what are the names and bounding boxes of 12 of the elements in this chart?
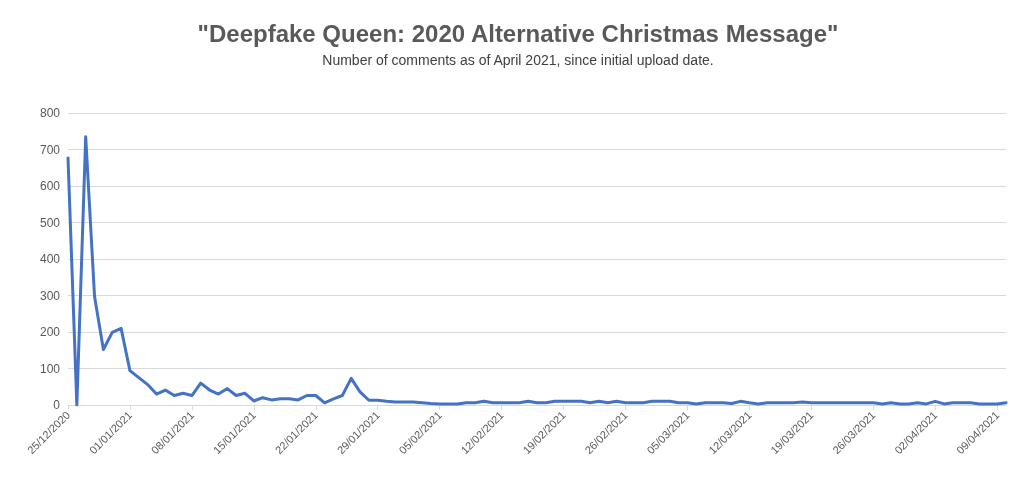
y-tick-label: 700 (39, 142, 61, 157)
y-tick-label: 100 (39, 361, 61, 376)
chart-subtitle: Number of comments as of April 2021, since initial upload date. (322, 52, 714, 68)
y-tick-label: 600 (39, 179, 61, 193)
line-series (66, 135, 1008, 407)
y-tick-label: 300 (39, 288, 61, 303)
y-tick-label: 400 (39, 252, 61, 266)
y-tick-label: 500 (39, 215, 61, 230)
y-tick-label: 0 (53, 398, 61, 412)
y-tick-label: 800 (39, 106, 61, 120)
y-tick-label: 200 (39, 325, 61, 339)
chart-title: "Deepfake Queen: 2020 Alternative Christmas Message" (197, 19, 839, 47)
